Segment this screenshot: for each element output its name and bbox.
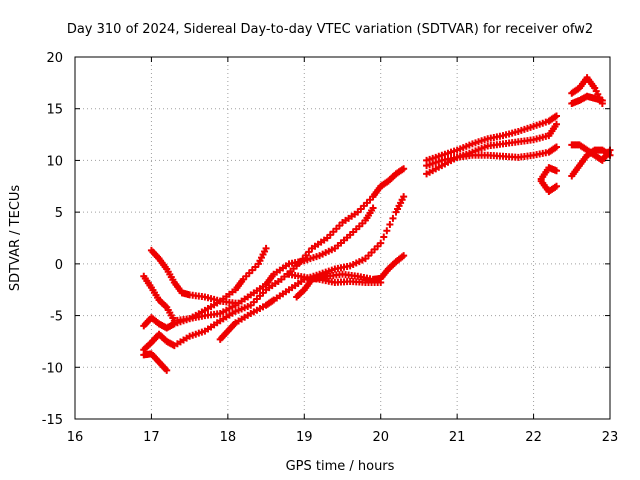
chart-title: Day 310 of 2024, Sidereal Day-to-day VTE… [67,22,593,37]
x-tick-label: 20 [372,430,389,445]
series-pass-e [140,350,171,374]
series-pass-i [423,112,560,164]
data-point [369,204,377,212]
data-point [299,255,307,263]
data-point [377,278,385,286]
data-point [400,193,408,201]
data-point [383,227,391,235]
data-point [400,165,408,173]
y-tick-label: -10 [42,361,63,376]
x-tick-label: 16 [67,430,84,445]
y-tick-label: 15 [46,103,63,118]
data-point [262,244,270,252]
data-point [400,252,408,260]
data-point [553,182,560,190]
ticks-layer: 16 17 18 19 20 21 22 23 -15 -10 -5 0 5 10 15 20 [42,51,619,445]
marks-layer [140,74,614,374]
y-axis-label: SDTVAR / TECUs [8,185,23,292]
data-point [380,233,388,241]
x-tick-label: 23 [602,430,619,445]
series-pass-o [568,141,614,164]
series-pass-m [537,164,560,183]
data-point [553,112,560,120]
data-point [296,258,304,266]
data-point [553,143,560,151]
series-pass-f [216,193,408,343]
y-tick-label: -5 [50,310,63,325]
data-point [377,239,385,247]
x-tick-label: 21 [449,430,466,445]
data-point [305,248,313,256]
y-tick-label: 0 [55,258,63,273]
y-tick-label: 10 [46,154,63,169]
y-tick-label: 5 [55,206,63,221]
data-point [389,214,397,222]
x-tick-label: 22 [525,430,542,445]
data-point [598,96,606,104]
data-point [163,366,171,374]
data-point [302,251,310,259]
x-tick-label: 17 [143,430,160,445]
series-pass-c [140,204,377,325]
data-point [293,262,301,270]
x-tick-label: 18 [220,430,237,445]
grid-layer [75,57,610,419]
series-pass-h [285,270,385,286]
data-point [553,120,560,128]
data-point [386,221,394,229]
series-pass-k [423,143,560,170]
x-axis-label: GPS time / hours [286,459,395,474]
x-tick-label: 19 [296,430,313,445]
plot-frame [74,56,611,420]
series-pass-j [423,120,560,178]
data-point [553,167,560,175]
series-pass-q [568,92,606,108]
y-tick-label: 20 [46,51,63,66]
y-tick-label: -15 [42,413,63,428]
